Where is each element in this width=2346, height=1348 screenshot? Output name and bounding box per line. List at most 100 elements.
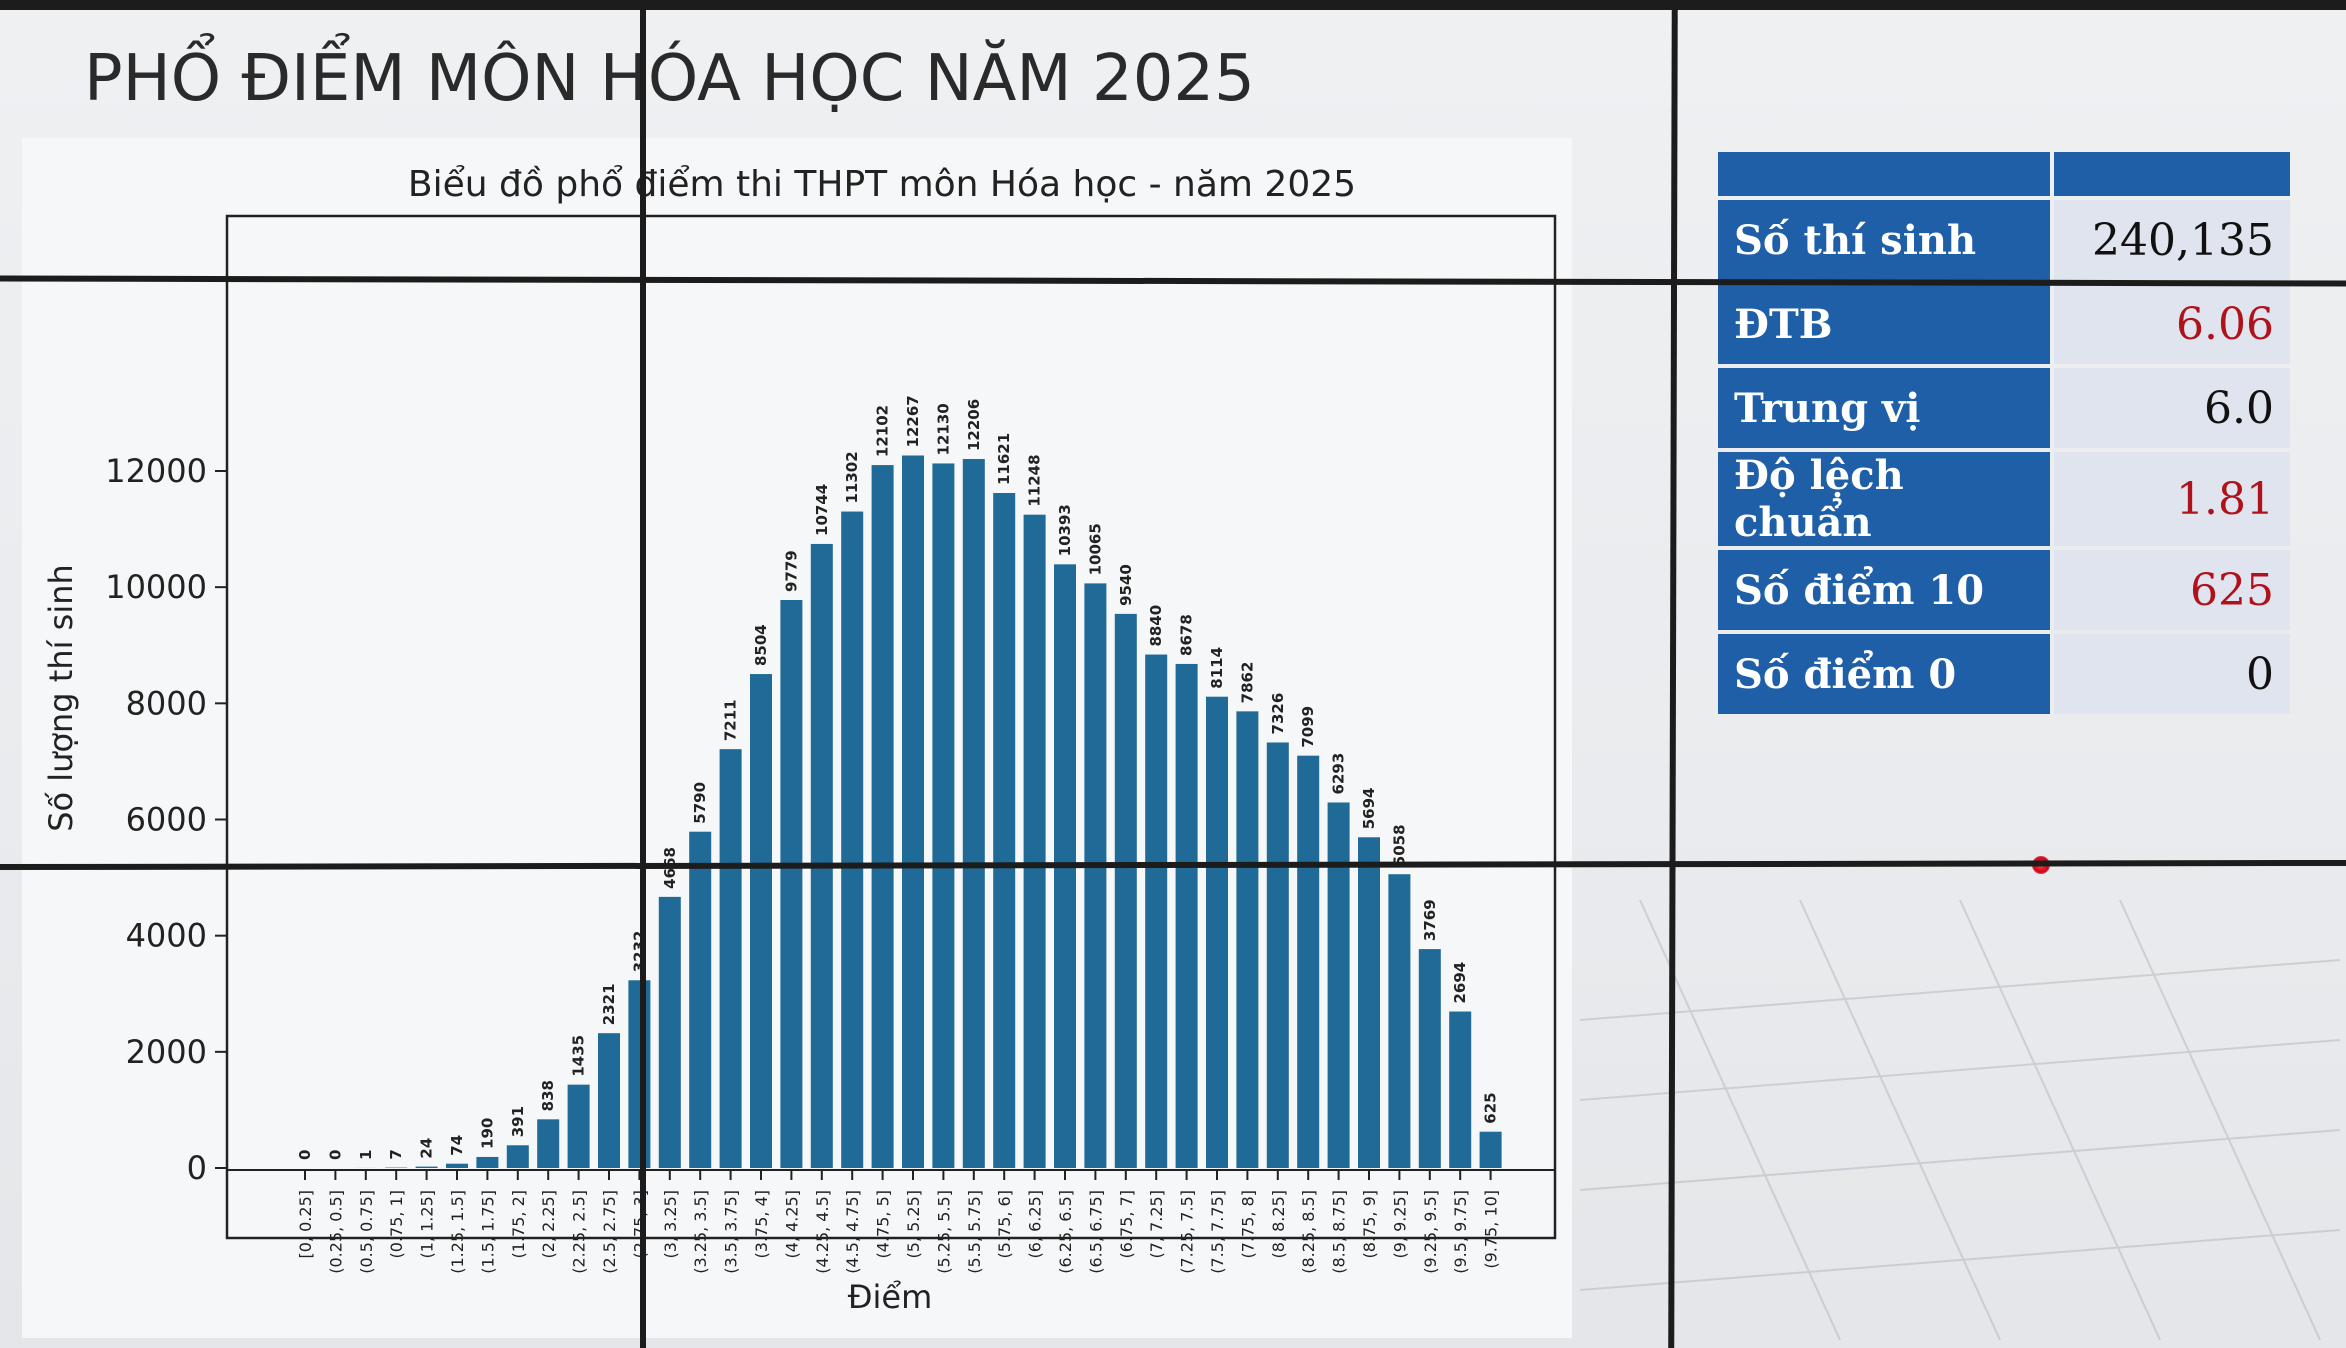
y-tick-label: 0 [187, 1149, 207, 1187]
bar [1206, 696, 1228, 1168]
bar [932, 463, 955, 1168]
bar-value-label: 8114 [1208, 647, 1226, 689]
x-tick-label: (7.75, 8] [1238, 1190, 1257, 1258]
stats-label: Số điểm 0 [1718, 634, 2050, 714]
x-tick-label: (2, 2.25] [539, 1190, 558, 1258]
bar [1327, 802, 1350, 1168]
bar-value-label: 12267 [904, 395, 922, 447]
x-tick-label: (2.25, 2.5] [570, 1190, 589, 1274]
x-tick-label: [0, 0.25] [296, 1190, 315, 1258]
stats-label: Trung vị [1718, 368, 2050, 448]
bar-value-label: 9779 [782, 550, 800, 592]
bar [1418, 949, 1441, 1168]
bar [1388, 874, 1411, 1168]
x-axis-label: Điểm [848, 1278, 933, 1316]
stats-label: ĐTB [1718, 284, 2050, 364]
x-tick-label: (4.5, 4.75] [843, 1190, 862, 1274]
bar [446, 1163, 468, 1168]
bar [780, 600, 803, 1168]
x-axis: [0, 0.25] (0.25, 0.5] (0.5, 0.75] (0.75, 1]… [227, 1169, 1555, 1274]
bar-value-label: 5694 [1360, 788, 1378, 830]
x-tick-label: (5.25, 5.5] [934, 1190, 953, 1274]
bar-value-label: 10393 [1056, 504, 1074, 556]
stats-row: Số thí sinh 240,135 [1718, 200, 2290, 280]
bar [1358, 837, 1380, 1168]
x-tick-label: (0.25, 0.5] [326, 1190, 345, 1274]
x-tick-label: (0.75, 1] [387, 1190, 406, 1258]
bar-value-label: 6293 [1330, 753, 1348, 795]
bar-value-label: 12130 [934, 403, 952, 455]
bar-value-label: 190 [478, 1118, 496, 1149]
x-tick-label: (5.75, 6] [995, 1190, 1014, 1258]
bar [537, 1119, 560, 1168]
page-title: PHỔ ĐIỂM MÔN HÓA HỌC NĂM 2025 [84, 42, 1255, 116]
x-tick-label: (4, 4.25] [782, 1190, 801, 1258]
x-tick-label: (5.5, 5.75] [965, 1190, 984, 1274]
x-tick-label: (6.25, 6.5] [1056, 1190, 1075, 1274]
x-tick-label: (1.25, 1.5] [448, 1190, 467, 1274]
x-tick-label: (7, 7.25] [1147, 1190, 1166, 1258]
bar [1479, 1131, 1502, 1168]
y-tick-label: 6000 [126, 801, 207, 839]
x-tick-label: (2.5, 2.75] [600, 1190, 619, 1274]
bar-value-label: 0 [326, 1150, 344, 1160]
stats-row: Trung vị 6.0 [1718, 368, 2290, 448]
stats-row: Số điểm 0 0 [1718, 634, 2290, 714]
bar-value-label: 838 [539, 1080, 557, 1111]
bar [993, 493, 1016, 1169]
x-tick-label: (8.75, 9] [1360, 1190, 1379, 1258]
stats-label: Số điểm 10 [1718, 550, 2050, 630]
floor-grid-decoration [1580, 900, 2340, 1340]
bar [415, 1166, 438, 1168]
bar [871, 465, 894, 1168]
bar-value-label: 391 [509, 1106, 527, 1137]
bar [476, 1156, 499, 1168]
bar-value-label: 625 [1482, 1092, 1500, 1123]
bar [902, 455, 924, 1168]
bar-value-label: 1435 [570, 1035, 588, 1077]
x-tick-label: (5, 5.25] [904, 1190, 923, 1258]
bar [1023, 514, 1046, 1168]
stats-value: 625 [2054, 550, 2290, 630]
bar-value-label: 74 [448, 1135, 466, 1156]
bar [1114, 613, 1137, 1168]
bar-value-label: 12102 [874, 405, 892, 457]
bar [719, 749, 742, 1168]
stats-table: Số thí sinh 240,135 ĐTB 6.06 Trung vị 6.… [1714, 148, 2294, 718]
bar [810, 543, 833, 1168]
bar-value-label: 10065 [1086, 523, 1104, 575]
stats-row: ĐTB 6.06 [1718, 284, 2290, 364]
value-labels: 0017247419039183814352321323246685790721… [296, 395, 1500, 1160]
x-tick-label: (6.5, 6.75] [1086, 1190, 1105, 1274]
stats-header-cell [2054, 152, 2290, 196]
x-tick-label: (1.75, 2] [509, 1190, 528, 1258]
bar [1145, 654, 1168, 1168]
y-axis-label: Số lượng thí sinh [42, 564, 80, 832]
stats-value: 1.81 [2054, 452, 2290, 546]
stats-header-cell [1718, 152, 2050, 196]
x-tick-label: (6, 6.25] [1026, 1190, 1045, 1258]
stats-row: Số điểm 10 625 [1718, 550, 2290, 630]
x-tick-label: (1, 1.25] [418, 1190, 437, 1258]
y-tick-label: 8000 [126, 684, 207, 722]
bar [506, 1145, 529, 1168]
y-tick-label: 2000 [126, 1033, 207, 1071]
stats-value: 6.06 [2054, 284, 2290, 364]
bar [689, 831, 712, 1168]
bar-value-label: 5058 [1390, 824, 1408, 866]
x-tick-label: (3.75, 4] [752, 1190, 771, 1258]
bar-value-label: 7 [387, 1149, 405, 1159]
x-tick-label: (1.5, 1.75] [478, 1190, 497, 1274]
chart-panel: Biểu đồ phổ điểm thi THPT môn Hóa học - … [22, 138, 1572, 1338]
bar [1236, 711, 1259, 1168]
bar-value-label: 3769 [1421, 899, 1439, 941]
y-tick-label: 4000 [126, 917, 207, 955]
bar-value-label: 5790 [691, 782, 709, 824]
x-tick-label: (3.5, 3.75] [722, 1190, 741, 1274]
bar-value-label: 10744 [813, 484, 831, 536]
bezel-seam [0, 0, 2346, 10]
bar-value-label: 24 [418, 1138, 436, 1159]
bar-value-label: 8840 [1147, 605, 1165, 647]
bar [1297, 755, 1320, 1168]
bar [841, 511, 864, 1168]
